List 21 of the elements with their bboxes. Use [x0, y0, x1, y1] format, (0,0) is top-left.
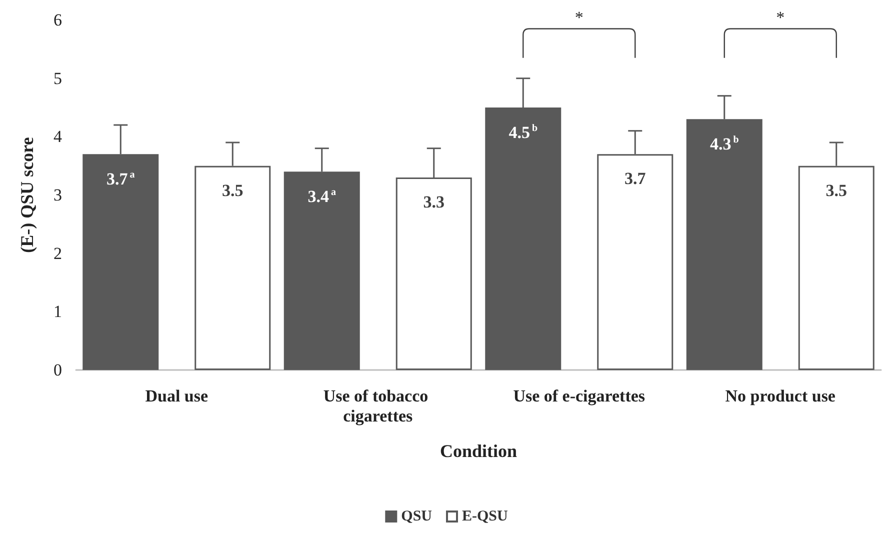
x-tick-label: Use of tobacco cigarettes [323, 386, 432, 426]
annotation: * [574, 8, 584, 27]
y-tick-label: 5 [54, 68, 62, 88]
data-label: 3.5 [222, 180, 244, 200]
x-tick-label: No product use [725, 386, 836, 406]
legend-label: E-QSU [462, 508, 508, 524]
data-label: 3.3 [423, 192, 444, 212]
y-tick-label: 3 [54, 186, 62, 204]
x-axis-title: Condition [440, 441, 518, 461]
data-label: 3.7 [624, 169, 646, 188]
y-tick-label: 4 [54, 127, 62, 146]
y-axis-title: (E-) QSU score [17, 137, 37, 253]
data-label: 3.5 [826, 180, 847, 200]
y-tick-label: 2 [54, 244, 62, 263]
y-tick-label: 0 [54, 360, 62, 380]
annotation: * [776, 8, 785, 27]
y-tick-label: 1 [54, 302, 62, 322]
x-tick-label: Dual use [145, 386, 208, 406]
x-tick-label: Use of e-cigarettes [513, 386, 646, 406]
y-tick-label: 6 [54, 10, 62, 30]
legend-label: QSU [401, 508, 432, 524]
